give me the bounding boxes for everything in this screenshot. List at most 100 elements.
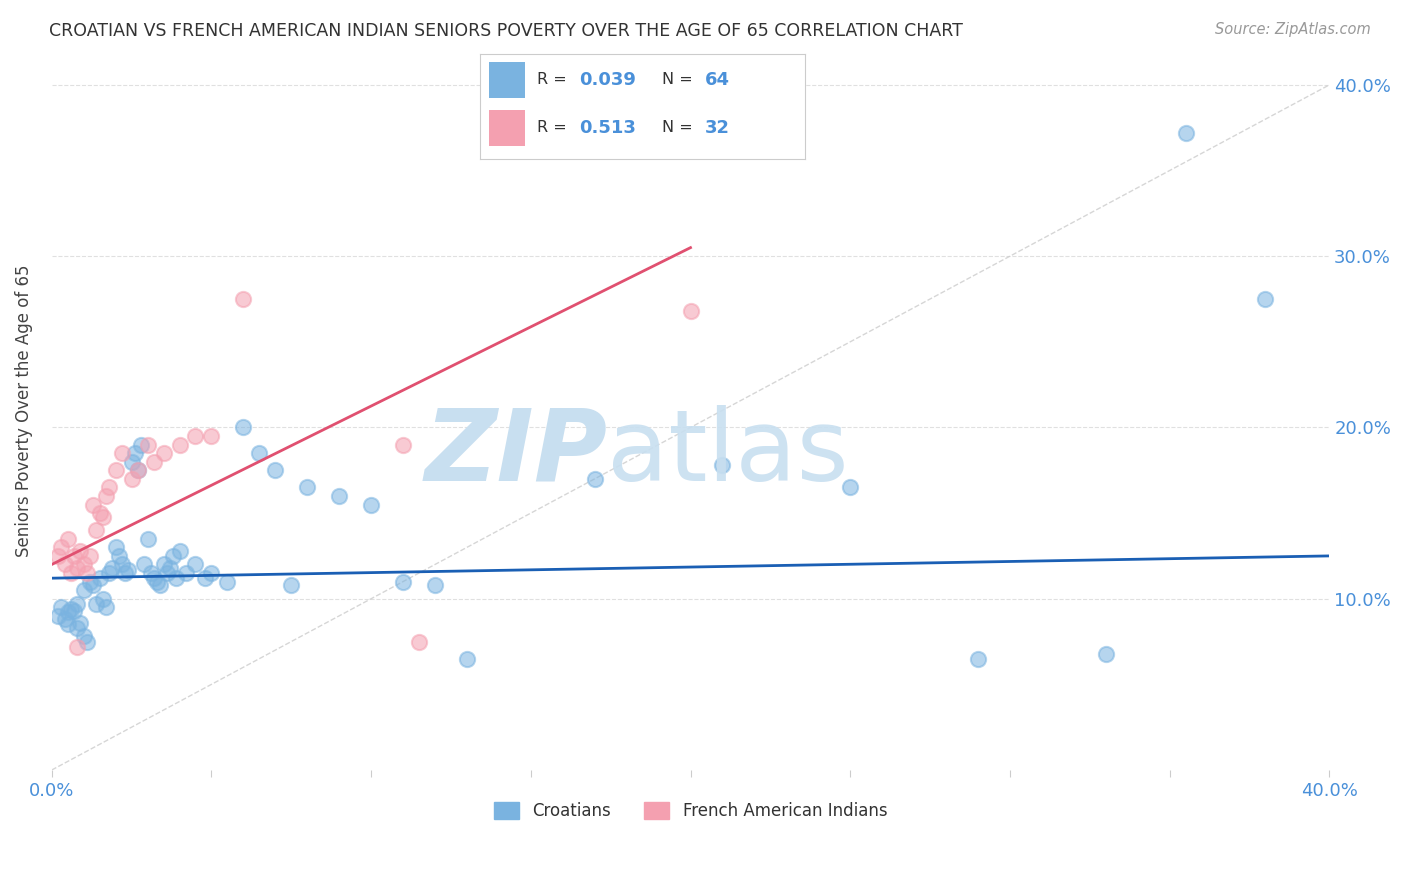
Point bbox=[98, 480, 121, 494]
Point bbox=[73, 558, 96, 572]
Point bbox=[51, 600, 73, 615]
Point bbox=[111, 558, 134, 572]
Point bbox=[79, 574, 101, 589]
Point bbox=[297, 480, 319, 494]
Point bbox=[94, 600, 117, 615]
Point bbox=[392, 574, 415, 589]
Point bbox=[53, 612, 76, 626]
Point bbox=[162, 549, 184, 563]
Point bbox=[247, 446, 270, 460]
Legend: Croatians, French American Indians: Croatians, French American Indians bbox=[486, 795, 894, 826]
Point bbox=[679, 304, 702, 318]
Point bbox=[86, 523, 108, 537]
Point bbox=[200, 429, 222, 443]
Point bbox=[136, 437, 159, 451]
Text: Source: ZipAtlas.com: Source: ZipAtlas.com bbox=[1215, 22, 1371, 37]
Point bbox=[839, 480, 862, 494]
Point bbox=[63, 549, 86, 563]
Point bbox=[408, 634, 430, 648]
Point bbox=[73, 629, 96, 643]
Point bbox=[66, 561, 89, 575]
Point bbox=[82, 578, 104, 592]
Text: CROATIAN VS FRENCH AMERICAN INDIAN SENIORS POVERTY OVER THE AGE OF 65 CORRELATIO: CROATIAN VS FRENCH AMERICAN INDIAN SENIO… bbox=[49, 22, 963, 40]
Point bbox=[169, 543, 191, 558]
Point bbox=[967, 651, 990, 665]
Point bbox=[149, 578, 172, 592]
Point bbox=[200, 566, 222, 580]
Point bbox=[101, 561, 124, 575]
Point bbox=[98, 566, 121, 580]
Text: atlas: atlas bbox=[607, 405, 849, 502]
Point bbox=[142, 571, 165, 585]
Point bbox=[1254, 292, 1277, 306]
Point bbox=[89, 571, 111, 585]
Point bbox=[456, 651, 478, 665]
Point bbox=[104, 463, 127, 477]
Point bbox=[127, 463, 149, 477]
Point bbox=[59, 602, 82, 616]
Point bbox=[711, 458, 734, 472]
Point bbox=[121, 455, 143, 469]
Point bbox=[91, 591, 114, 606]
Point bbox=[174, 566, 197, 580]
Point bbox=[129, 437, 152, 451]
Point bbox=[86, 597, 108, 611]
Point bbox=[51, 541, 73, 555]
Point bbox=[1094, 647, 1116, 661]
Point bbox=[111, 446, 134, 460]
Point bbox=[360, 498, 382, 512]
Point bbox=[194, 571, 217, 585]
Point bbox=[121, 472, 143, 486]
Point bbox=[264, 463, 287, 477]
Point bbox=[56, 532, 79, 546]
Point bbox=[169, 437, 191, 451]
Point bbox=[134, 558, 156, 572]
Point bbox=[94, 489, 117, 503]
Point bbox=[56, 606, 79, 620]
Point bbox=[232, 420, 254, 434]
Point bbox=[280, 578, 302, 592]
Point bbox=[53, 558, 76, 572]
Point bbox=[139, 566, 162, 580]
Point bbox=[46, 608, 69, 623]
Point bbox=[82, 498, 104, 512]
Point bbox=[423, 578, 446, 592]
Point bbox=[392, 437, 415, 451]
Point bbox=[583, 472, 606, 486]
Point bbox=[69, 615, 91, 630]
Point bbox=[76, 634, 98, 648]
Point bbox=[184, 558, 207, 572]
Point bbox=[165, 571, 187, 585]
Point bbox=[114, 566, 136, 580]
Point bbox=[69, 543, 91, 558]
Point bbox=[159, 561, 181, 575]
Point bbox=[79, 549, 101, 563]
Point bbox=[73, 583, 96, 598]
Point bbox=[156, 566, 179, 580]
Point bbox=[89, 506, 111, 520]
Point bbox=[184, 429, 207, 443]
Point bbox=[152, 446, 174, 460]
Point bbox=[104, 541, 127, 555]
Point bbox=[63, 604, 86, 618]
Y-axis label: Seniors Poverty Over the Age of 65: Seniors Poverty Over the Age of 65 bbox=[15, 264, 32, 557]
Point bbox=[127, 463, 149, 477]
Point bbox=[142, 455, 165, 469]
Point bbox=[1174, 126, 1197, 140]
Point bbox=[59, 566, 82, 580]
Point bbox=[66, 621, 89, 635]
Point bbox=[117, 563, 139, 577]
Point bbox=[232, 292, 254, 306]
Point bbox=[152, 558, 174, 572]
Point bbox=[124, 446, 146, 460]
Point bbox=[66, 597, 89, 611]
Point bbox=[46, 549, 69, 563]
Point bbox=[66, 640, 89, 654]
Point bbox=[328, 489, 350, 503]
Point bbox=[76, 566, 98, 580]
Point bbox=[146, 574, 169, 589]
Point bbox=[136, 532, 159, 546]
Text: ZIP: ZIP bbox=[425, 405, 607, 502]
Point bbox=[217, 574, 239, 589]
Point bbox=[108, 549, 131, 563]
